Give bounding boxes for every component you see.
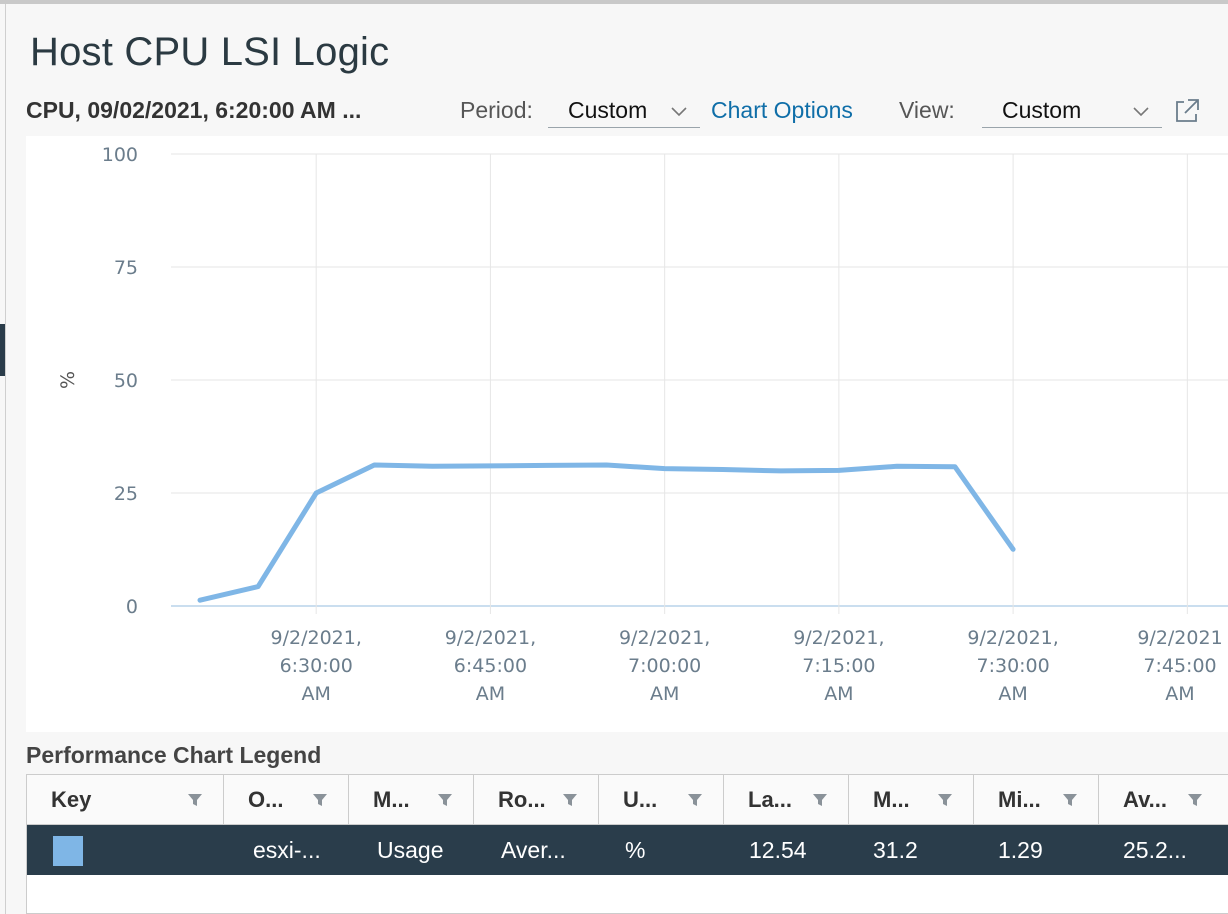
y-tick-label: 100 bbox=[102, 144, 138, 166]
view-label: View: bbox=[899, 97, 955, 123]
cpu-line-chart: 0 25 50 75 100 9/2/2021, 6:30:00 AM 9/2/2021, 6:4… bbox=[57, 144, 1228, 705]
filter-icon[interactable] bbox=[437, 792, 453, 808]
column-header-label: Key bbox=[51, 787, 92, 812]
column-header-maximum[interactable]: M... bbox=[849, 775, 974, 825]
view-select[interactable]: Custom bbox=[982, 92, 1162, 128]
y-tick-label: 25 bbox=[114, 483, 138, 505]
filter-icon[interactable] bbox=[1062, 792, 1078, 808]
column-header-units[interactable]: U... bbox=[599, 775, 724, 825]
column-header-label: O... bbox=[248, 787, 284, 812]
filter-icon[interactable] bbox=[687, 792, 703, 808]
x-tick-label: 9/2/2021, bbox=[271, 627, 362, 649]
x-tick-label: 7:15:00 bbox=[802, 655, 875, 677]
period-select[interactable]: Custom bbox=[548, 92, 700, 128]
x-tick-label: 6:45:00 bbox=[454, 655, 527, 677]
x-tick-label: 6:30:00 bbox=[280, 655, 353, 677]
x-tick-label: 9/2/2021, bbox=[967, 627, 1058, 649]
column-header-key[interactable]: Key bbox=[27, 775, 224, 825]
column-header-average[interactable]: Av... bbox=[1099, 775, 1228, 825]
column-header-label: M... bbox=[873, 787, 910, 812]
legend-grid-header: Key O... M... Ro... U... La... bbox=[27, 775, 1228, 825]
x-tick-label: 7:00:00 bbox=[628, 655, 701, 677]
chart-panel: 0 25 50 75 100 9/2/2021, 6:30:00 AM 9/2/2021, 6:4… bbox=[26, 136, 1228, 732]
filter-icon[interactable] bbox=[937, 792, 953, 808]
column-header-rollup[interactable]: Ro... bbox=[474, 775, 599, 825]
column-header-object[interactable]: O... bbox=[224, 775, 349, 825]
chart-toolbar: CPU, 09/02/2021, 6:20:00 AM ... Period: … bbox=[26, 92, 1226, 128]
x-tick-label: 7:30:00 bbox=[976, 655, 1049, 677]
column-header-latest[interactable]: La... bbox=[724, 775, 849, 825]
page-title: Host CPU LSI Logic bbox=[30, 30, 390, 74]
x-tick-label: AM bbox=[824, 683, 853, 705]
cell-average: 25.2... bbox=[1123, 837, 1187, 863]
column-header-label: Ro... bbox=[498, 787, 546, 812]
filter-icon[interactable] bbox=[1187, 792, 1203, 808]
left-divider bbox=[5, 4, 6, 914]
period-value: Custom bbox=[568, 97, 648, 123]
period-label: Period: bbox=[460, 97, 533, 123]
filter-icon[interactable] bbox=[562, 792, 578, 808]
column-header-measurement[interactable]: M... bbox=[349, 775, 474, 825]
y-axis-label: % bbox=[57, 371, 79, 389]
cell-latest: 12.54 bbox=[749, 837, 807, 863]
chevron-down-icon bbox=[1132, 92, 1150, 140]
legend-title: Performance Chart Legend bbox=[26, 742, 322, 768]
chart-name[interactable]: CPU, 09/02/2021, 6:20:00 AM ... bbox=[26, 97, 362, 123]
column-header-minimum[interactable]: Mi... bbox=[974, 775, 1099, 825]
filter-icon[interactable] bbox=[312, 792, 328, 808]
y-tick-label: 75 bbox=[114, 257, 138, 279]
column-header-label: Av... bbox=[1123, 787, 1168, 812]
cell-object: esxi-... bbox=[253, 837, 321, 863]
x-tick-label: AM bbox=[476, 683, 505, 705]
x-tick-label: AM bbox=[650, 683, 679, 705]
cell-maximum: 31.2 bbox=[873, 837, 918, 863]
column-header-label: M... bbox=[373, 787, 410, 812]
x-tick-label: 9/2/2021, bbox=[793, 627, 884, 649]
top-divider bbox=[0, 0, 1228, 4]
legend-grid: Key O... M... Ro... U... La... bbox=[26, 774, 1228, 914]
y-tick-label: 0 bbox=[126, 596, 138, 618]
column-header-label: La... bbox=[748, 787, 793, 812]
external-link-icon[interactable] bbox=[1172, 96, 1202, 126]
series-line bbox=[197, 462, 1016, 603]
filter-icon[interactable] bbox=[812, 792, 828, 808]
x-tick-label: AM bbox=[301, 683, 330, 705]
chevron-down-icon bbox=[670, 92, 688, 127]
x-tick-label: AM bbox=[1165, 683, 1194, 705]
cell-units: % bbox=[625, 837, 646, 863]
x-tick-label: 9/2/2021, bbox=[619, 627, 710, 649]
view-value: Custom bbox=[1002, 97, 1082, 123]
sidebar-selection-marker bbox=[0, 324, 5, 376]
y-tick-label: 50 bbox=[114, 370, 138, 392]
series-color-key bbox=[53, 836, 83, 866]
chart-options-link[interactable]: Chart Options bbox=[711, 97, 853, 123]
x-tick-label: 9/2/2021 bbox=[1137, 627, 1222, 649]
column-header-label: Mi... bbox=[998, 787, 1041, 812]
cell-measurement: Usage bbox=[377, 837, 444, 863]
column-header-label: U... bbox=[623, 787, 658, 812]
x-tick-label: 9/2/2021, bbox=[445, 627, 536, 649]
cell-rollup: Aver... bbox=[501, 837, 566, 863]
table-row[interactable]: esxi-... Usage Aver... % 12.54 31.2 1.29… bbox=[27, 825, 1228, 875]
x-tick-label: 7:45:00 bbox=[1143, 655, 1216, 677]
cell-minimum: 1.29 bbox=[998, 837, 1043, 863]
x-tick-label: AM bbox=[998, 683, 1027, 705]
filter-icon[interactable] bbox=[187, 792, 203, 808]
